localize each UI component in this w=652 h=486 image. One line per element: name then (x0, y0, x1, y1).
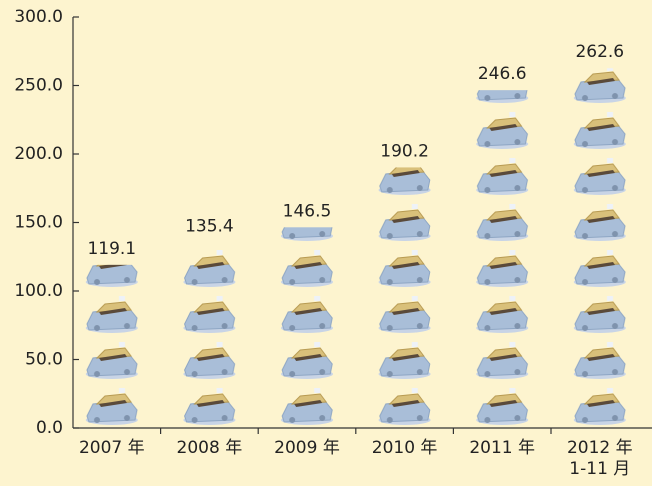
bar (82, 265, 142, 428)
value-label: 262.6 (575, 42, 624, 62)
value-label: 135.4 (185, 217, 234, 237)
x-tick-label: 2007 年 (63, 438, 161, 459)
bar (179, 243, 239, 428)
y-tick-label: 150.0 (14, 213, 63, 233)
x-tick-label: 2012 年 1-11 月 (551, 438, 649, 480)
bar (277, 227, 337, 428)
x-tick-label: 2011 年 (453, 438, 551, 459)
y-tick-label: 300.0 (14, 7, 63, 27)
y-tick-label: 200.0 (14, 144, 63, 164)
bar (375, 167, 435, 428)
x-tick-label: 2008 年 (160, 438, 258, 459)
x-tick-label: 2010 年 (356, 438, 454, 459)
y-tick-label: 0.0 (36, 418, 63, 438)
bar (570, 68, 630, 428)
y-tick-label: 50.0 (25, 350, 63, 370)
value-label: 246.6 (478, 64, 527, 84)
value-label: 190.2 (380, 141, 429, 161)
y-tick-label: 250.0 (14, 76, 63, 96)
x-tick-label: 2009 年 (258, 438, 356, 459)
value-label: 146.5 (283, 201, 332, 221)
value-label: 119.1 (87, 239, 136, 259)
bar (472, 90, 532, 428)
y-tick-label: 100.0 (14, 281, 63, 301)
chart: 0.0 50.0 100.0 150.0 200.0 250.0 300.0 119.1 135… (0, 0, 652, 486)
page: 0.0 50.0 100.0 150.0 200.0 250.0 300.0 119.1 135… (0, 0, 652, 486)
